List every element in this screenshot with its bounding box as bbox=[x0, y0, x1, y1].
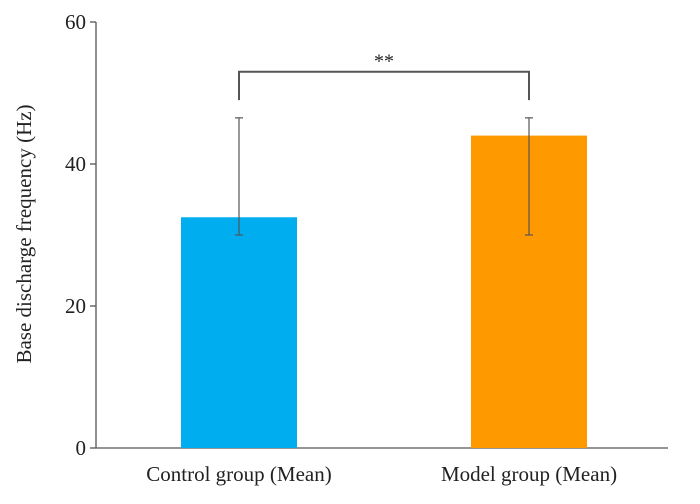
bars bbox=[181, 135, 587, 448]
x-category-label: Control group (Mean) bbox=[146, 462, 331, 486]
significance-bracket: ** bbox=[238, 51, 530, 101]
y-axis-title: Base discharge frequency (Hz) bbox=[12, 104, 36, 363]
significance-label: ** bbox=[374, 51, 394, 73]
y-tick-label: 60 bbox=[65, 10, 86, 34]
x-category-label: Model group (Mean) bbox=[441, 462, 617, 486]
y-tick-label: 0 bbox=[76, 436, 87, 460]
bracket-line bbox=[238, 70, 530, 101]
bar bbox=[181, 217, 297, 448]
x-axis-labels: Control group (Mean) Model group (Mean) bbox=[146, 462, 617, 486]
y-tick-label: 40 bbox=[65, 152, 86, 176]
error-bars bbox=[235, 117, 533, 236]
y-tick-label: 20 bbox=[65, 294, 86, 318]
